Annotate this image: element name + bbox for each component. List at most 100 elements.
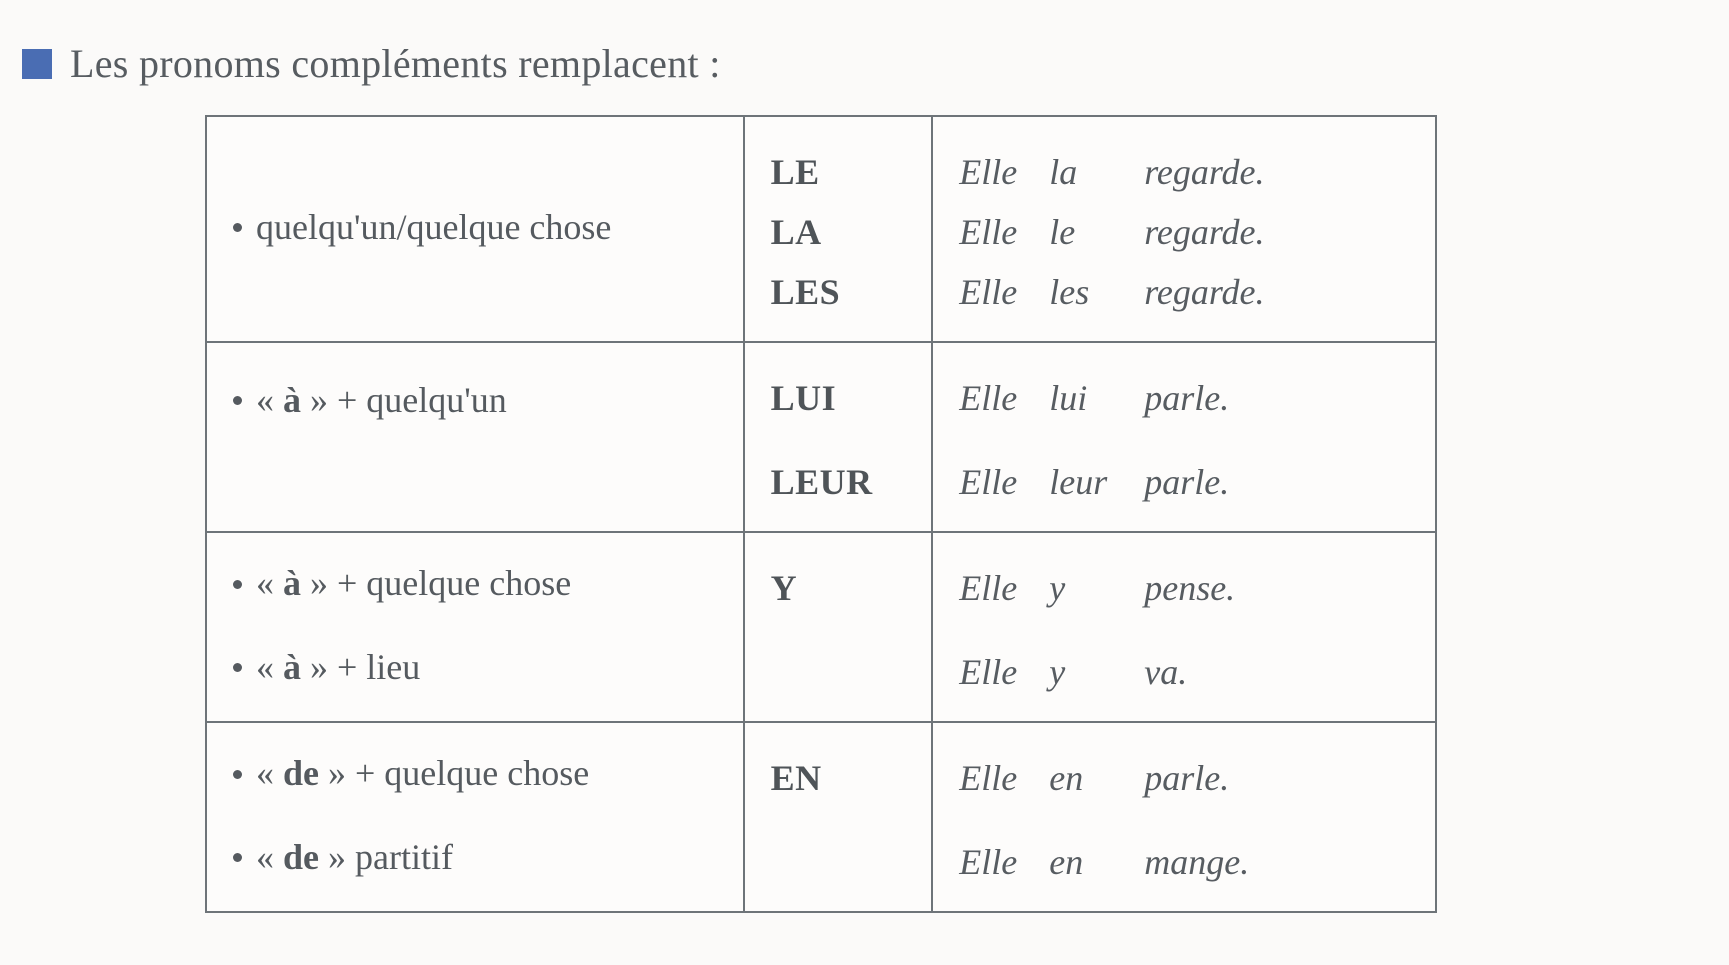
example-line: Elle y pense. bbox=[959, 561, 1413, 615]
bullet-dot-icon bbox=[233, 580, 242, 589]
example-pronoun: la bbox=[1049, 145, 1144, 199]
pronoun-cell: Y bbox=[744, 532, 933, 722]
example-line: Elle en parle. bbox=[959, 751, 1413, 805]
pronoun-list: Y bbox=[771, 561, 910, 615]
bullet-dot-icon bbox=[233, 853, 242, 862]
pronoun-cell: LE LA LES bbox=[744, 116, 933, 342]
rule-suffix: » + lieu bbox=[301, 647, 420, 687]
rule-bold: à bbox=[283, 563, 301, 603]
pronoun-table: quelqu'un/quelque chose LE LA LES Elle bbox=[205, 115, 1437, 913]
rule-line: « à » + quelque chose bbox=[233, 556, 721, 612]
bullet-dot-icon bbox=[233, 223, 242, 232]
rule-line: « de » partitif bbox=[233, 830, 721, 886]
example-list: Elle y pense. Elle y va. bbox=[959, 561, 1413, 699]
rule-suffix: » + quelqu'un bbox=[301, 380, 507, 420]
pronoun-list: EN bbox=[771, 751, 910, 805]
rule-text: quelqu'un/quelque chose bbox=[256, 200, 611, 256]
rule-text: « de » + quelque chose bbox=[256, 746, 589, 802]
example-line: Elle lui parle. bbox=[959, 371, 1413, 425]
rule-line: « de » + quelque chose bbox=[233, 746, 721, 802]
table-row: quelqu'un/quelque chose LE LA LES Elle bbox=[206, 116, 1436, 342]
pronoun: EN bbox=[771, 751, 910, 805]
example-verb: regarde. bbox=[1144, 145, 1413, 199]
heading-text: Les pronoms compléments remplacent : bbox=[70, 40, 721, 87]
example-subject: Elle bbox=[959, 265, 1049, 319]
table-container: quelqu'un/quelque chose LE LA LES Elle bbox=[205, 115, 1437, 913]
rule-bold: de bbox=[283, 753, 319, 793]
example-pronoun: les bbox=[1049, 265, 1144, 319]
pronoun: LA bbox=[771, 205, 910, 259]
example-verb: regarde. bbox=[1144, 205, 1413, 259]
rule-text: « à » + lieu bbox=[256, 640, 420, 696]
pronoun-cell: EN bbox=[744, 722, 933, 912]
rule-text: « à » + quelque chose bbox=[256, 556, 571, 612]
example-subject: Elle bbox=[959, 561, 1049, 615]
example-subject: Elle bbox=[959, 751, 1049, 805]
example-pronoun: en bbox=[1049, 751, 1144, 805]
table-row: « à » + quelque chose « à » + lieu bbox=[206, 532, 1436, 722]
example-line: Elle le regarde. bbox=[959, 205, 1413, 259]
example-pronoun: en bbox=[1049, 835, 1144, 889]
rule-suffix: » + quelque chose bbox=[301, 563, 571, 603]
example-pronoun: leur bbox=[1049, 455, 1144, 509]
rule-suffix: » + quelque chose bbox=[319, 753, 589, 793]
bullet-dot-icon bbox=[233, 663, 242, 672]
example-verb: va. bbox=[1144, 645, 1413, 699]
rule-cell: quelqu'un/quelque chose bbox=[206, 116, 744, 342]
pronoun: LES bbox=[771, 265, 910, 319]
example-line: Elle les regarde. bbox=[959, 265, 1413, 319]
example-cell: Elle en parle. Elle en mange. bbox=[932, 722, 1436, 912]
pronoun-cell: LUI LEUR bbox=[744, 342, 933, 532]
rule-prefix: « bbox=[256, 647, 283, 687]
pronoun-list: LE LA LES bbox=[771, 145, 910, 319]
pronoun: LE bbox=[771, 145, 910, 199]
rule-prefix: « bbox=[256, 753, 283, 793]
example-verb: regarde. bbox=[1144, 265, 1413, 319]
example-subject: Elle bbox=[959, 455, 1049, 509]
pronoun: Y bbox=[771, 561, 910, 615]
rule-bold: à bbox=[283, 380, 301, 420]
rule-lines: « de » + quelque chose « de » partitif bbox=[233, 746, 721, 886]
example-cell: Elle lui parle. Elle leur parle. bbox=[932, 342, 1436, 532]
rule-cell: « à » + quelqu'un bbox=[206, 342, 744, 532]
example-line: Elle la regarde. bbox=[959, 145, 1413, 199]
example-verb: parle. bbox=[1144, 751, 1413, 805]
example-cell: Elle la regarde. Elle le regarde. Elle l… bbox=[932, 116, 1436, 342]
example-pronoun: y bbox=[1049, 645, 1144, 699]
example-verb: pense. bbox=[1144, 561, 1413, 615]
bullet-dot-icon bbox=[233, 396, 242, 405]
example-subject: Elle bbox=[959, 205, 1049, 259]
example-list: Elle lui parle. Elle leur parle. bbox=[959, 371, 1413, 509]
example-subject: Elle bbox=[959, 835, 1049, 889]
rule-line: « à » + quelqu'un bbox=[233, 373, 721, 429]
bullet-dot-icon bbox=[233, 770, 242, 779]
rule-suffix: » partitif bbox=[319, 837, 453, 877]
example-cell: Elle y pense. Elle y va. bbox=[932, 532, 1436, 722]
pronoun: LUI bbox=[771, 371, 910, 425]
example-list: Elle en parle. Elle en mange. bbox=[959, 751, 1413, 889]
square-bullet-icon bbox=[22, 49, 52, 79]
example-line: Elle en mange. bbox=[959, 835, 1413, 889]
rule-lines: « à » + quelque chose « à » + lieu bbox=[233, 556, 721, 696]
example-verb: mange. bbox=[1144, 835, 1413, 889]
table-row: « à » + quelqu'un LUI LEUR Elle lui bbox=[206, 342, 1436, 532]
example-subject: Elle bbox=[959, 645, 1049, 699]
rule-prefix: « bbox=[256, 837, 283, 877]
example-line: Elle leur parle. bbox=[959, 455, 1413, 509]
example-verb: parle. bbox=[1144, 455, 1413, 509]
rule-cell: « à » + quelque chose « à » + lieu bbox=[206, 532, 744, 722]
rule-text: « de » partitif bbox=[256, 830, 453, 886]
rule-bold: de bbox=[283, 837, 319, 877]
rule-cell: « de » + quelque chose « de » partitif bbox=[206, 722, 744, 912]
rule-line: « à » + lieu bbox=[233, 640, 721, 696]
rule-bold: à bbox=[283, 647, 301, 687]
example-list: Elle la regarde. Elle le regarde. Elle l… bbox=[959, 145, 1413, 319]
example-pronoun: lui bbox=[1049, 371, 1144, 425]
pronoun: LEUR bbox=[771, 455, 910, 509]
table-row: « de » + quelque chose « de » partitif bbox=[206, 722, 1436, 912]
example-line: Elle y va. bbox=[959, 645, 1413, 699]
page: Les pronoms compléments remplacent : que… bbox=[0, 0, 1729, 965]
example-verb: parle. bbox=[1144, 371, 1413, 425]
example-pronoun: y bbox=[1049, 561, 1144, 615]
example-subject: Elle bbox=[959, 371, 1049, 425]
